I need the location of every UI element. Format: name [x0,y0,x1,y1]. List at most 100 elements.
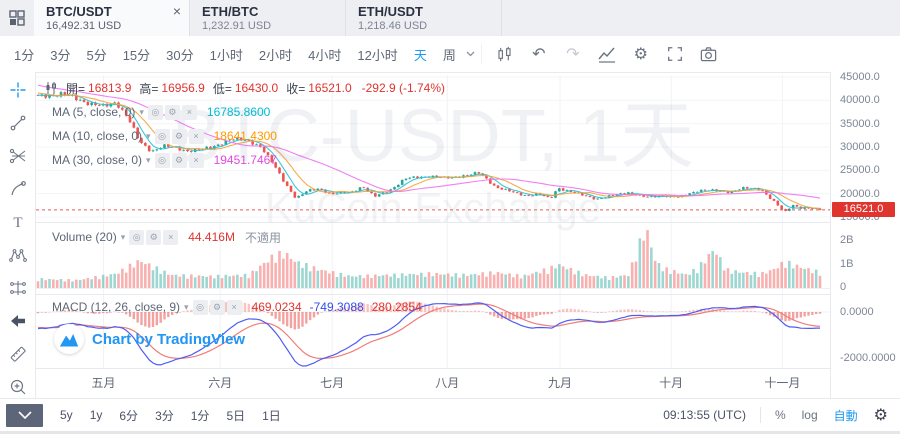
volume-tick-label: 1B [840,257,854,270]
ma-label[interactable]: MA (30, close, 0) [52,153,143,167]
utc-clock[interactable]: 09:13:55 (UTC) [663,408,746,422]
date-price-range-tool-icon[interactable] [6,278,30,298]
symbol-tab-btc-usdt[interactable]: BTC/USDT 16,492.31 USD × [34,0,190,36]
high-label: 高= [139,81,159,96]
trend-line-tool-icon[interactable] [6,113,30,133]
macd-legend: MACD (12, 26, close, 9) ▾ ◎ ⚙ × 469.0234 -7… [44,298,422,316]
tabs-container: BTC/USDT 16,492.31 USD × ETH/BTC 1,232.91 US… [34,0,502,36]
interval-button-12小时[interactable]: 12小时 [357,47,398,63]
remove-indicator-icon[interactable]: × [188,128,204,144]
zoom-in-tool-icon[interactable] [6,377,30,397]
text-tool-icon[interactable]: T [6,212,30,232]
caret-down-icon[interactable]: ▾ [146,154,151,165]
caret-down-icon[interactable]: ▾ [184,301,189,312]
redo-icon[interactable]: ↷ [566,46,580,63]
price-tick-label: 35000.0 [840,117,880,130]
remove-indicator-icon[interactable]: × [163,229,179,245]
visibility-icon[interactable]: ◎ [154,152,170,168]
layout-grid-icon[interactable] [0,0,34,36]
collapse-panel-button[interactable] [6,403,43,427]
undo-icon[interactable]: ↶ [532,46,546,63]
ma-legend-row-2: MA (10, close, 0) ▾ ◎ ⚙ × 18641.4300 [44,127,277,145]
range-button-3分[interactable]: 3分 [155,408,174,423]
ma-legend-row-1: MA (5, close, 0) ▾ ◎ ⚙ × 16785.8600 [44,103,270,121]
ma-value: 16785.8600 [206,105,271,119]
caret-down-icon[interactable]: ▾ [146,130,151,141]
gann-fan-tool-icon[interactable] [6,146,30,166]
visibility-icon[interactable]: ◎ [192,299,208,315]
interval-button-30分[interactable]: 30分 [166,47,194,63]
indicator-settings-icon[interactable]: ⚙ [171,152,187,168]
range-button-5日[interactable]: 5日 [226,408,246,423]
svg-text:T: T [13,215,22,231]
range-button-1分[interactable]: 1分 [190,408,210,423]
high-value: 16956.9 [161,81,205,95]
percent-scale-button[interactable]: % [774,408,786,422]
macd-label[interactable]: MACD (12, 26, close, 9) [52,300,181,314]
interval-button-4小时[interactable]: 4小时 [308,47,342,63]
log-scale-button[interactable]: log [801,408,818,422]
volume-tick-label: 0 [840,281,847,293]
caret-down-icon[interactable]: ▾ [139,106,144,117]
range-button-1日[interactable]: 1日 [262,408,281,423]
interval-button-15分[interactable]: 15分 [122,47,151,63]
tradingview-logo-icon [54,324,84,354]
remove-indicator-icon[interactable]: × [226,299,242,315]
fullscreen-icon[interactable] [658,45,692,63]
indicator-settings-icon[interactable]: ⚙ [164,104,180,120]
axis-settings-gear-icon[interactable]: ⚙ [873,407,888,424]
chart-area[interactable]: BTC-USDT, 1天 KuCoin Exchange 開= 16813.9 … [36,72,830,398]
camera-icon[interactable] [692,45,726,64]
visibility-icon[interactable]: ◎ [154,128,170,144]
xabcd-pattern-tool-icon[interactable] [6,245,30,265]
brush-tool-icon[interactable] [6,179,30,199]
tradingview-attribution[interactable]: Chart by TradingView [54,324,245,354]
candles-icon[interactable] [488,45,522,64]
range-group: 5y 1y 6分 3分 1分 5日 1日 [43,407,281,424]
tab-symbol: ETH/USDT [358,4,423,19]
month-label: 五月 [91,376,116,390]
tab-close-icon[interactable]: × [172,3,181,19]
interval-button-3分[interactable]: 3分 [50,47,71,63]
interval-button-2小时[interactable]: 2小时 [258,47,293,63]
range-button-1y[interactable]: 1y [89,408,103,422]
symbol-tab-eth-btc[interactable]: ETH/BTC 1,232.91 USD [190,0,346,36]
chevron-down-icon[interactable] [466,51,475,57]
window-edge [0,431,900,434]
arrow-left-tool-icon[interactable] [6,311,30,331]
interval-button-1小时[interactable]: 1小时 [209,47,243,63]
ruler-tool-icon[interactable] [6,344,30,364]
indicator-settings-icon[interactable]: ⚙ [171,128,187,144]
candlestick-chart[interactable] [36,72,830,398]
range-button-6分[interactable]: 6分 [119,408,139,423]
remove-indicator-icon[interactable]: × [188,152,204,168]
interval-button-周[interactable]: 周 [442,47,456,63]
indicator-icon[interactable] [590,44,624,64]
ma-label[interactable]: MA (10, close, 0) [52,129,143,143]
crosshair-tool-icon[interactable] [6,80,30,100]
volume-label[interactable]: Volume (20) [52,230,117,244]
indicator-settings-icon[interactable]: ⚙ [146,229,162,245]
ma-label[interactable]: MA (5, close, 0) [52,105,136,119]
ohlc-legend: 開= 16813.9 高= 16956.9 低= 16430.0 收= 1652… [44,79,445,97]
divider [759,407,761,423]
interval-button-5分[interactable]: 5分 [86,47,107,63]
month-label: 十月 [659,376,684,390]
auto-scale-button[interactable]: 自動 [833,408,858,423]
month-label: 八月 [435,376,460,390]
symbol-tab-bar: BTC/USDT 16,492.31 USD × ETH/BTC 1,232.91 US… [0,0,900,37]
caret-down-icon[interactable]: ▾ [120,231,126,242]
range-button-5y[interactable]: 5y [60,408,73,422]
visibility-icon[interactable]: ◎ [129,229,145,245]
price-axis[interactable]: 45000.0 40000.0 35000.0 30000.0 25000.0 20000… [830,71,900,398]
toolbar-icons-group: ↶ ↷ ⚙ [488,44,726,64]
visibility-icon[interactable]: ◎ [147,104,163,120]
settings-icon[interactable]: ⚙ [633,46,649,63]
interval-button-1分[interactable]: 1分 [14,47,35,63]
interval-button-天[interactable]: 天 [413,47,427,63]
indicator-settings-icon[interactable]: ⚙ [209,299,225,315]
remove-indicator-icon[interactable]: × [181,104,197,120]
month-label: 六月 [208,376,233,390]
symbol-tab-eth-usdt[interactable]: ETH/USDT 1,218.46 USD [346,0,502,36]
